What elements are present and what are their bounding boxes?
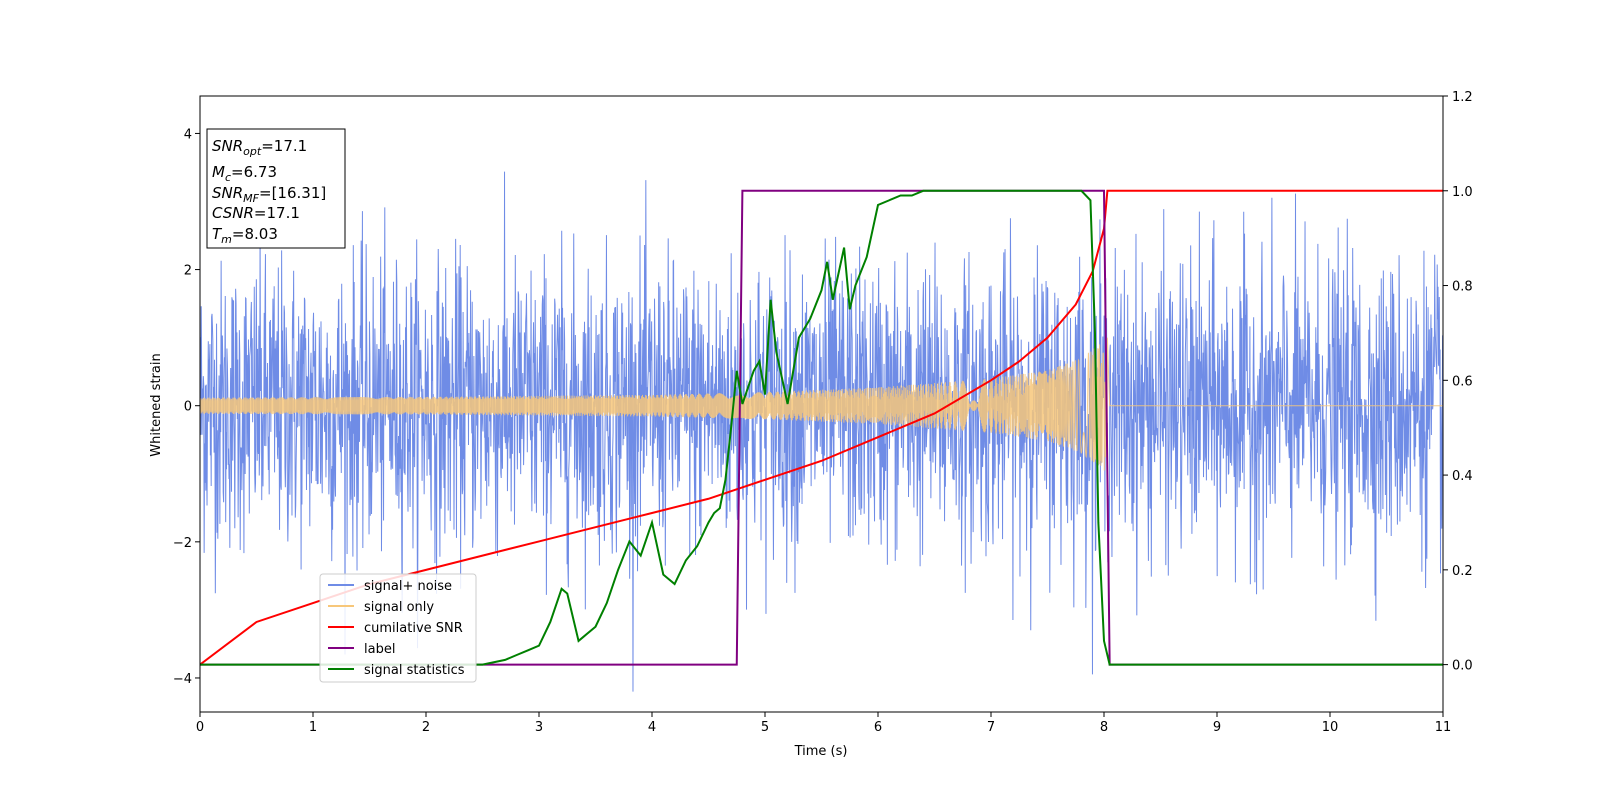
legend-label-noise: signal+ noise <box>364 579 452 594</box>
y-axis-left: −4 −2 0 2 4 <box>173 127 200 687</box>
x-tick-label: 3 <box>535 720 543 735</box>
x-tick-label: 4 <box>648 720 656 735</box>
y2-tick-label: 0.2 <box>1452 564 1473 579</box>
x-tick-label: 2 <box>422 720 430 735</box>
legend-label-signal-only: signal only <box>364 600 434 615</box>
y2-tick-label: 0.0 <box>1452 659 1473 674</box>
y2-tick-label: 0.8 <box>1452 280 1473 295</box>
x-axis-label: Time (s) <box>794 744 848 759</box>
x-tick-label: 8 <box>1100 720 1108 735</box>
x-tick-label: 11 <box>1435 720 1452 735</box>
y2-tick-label: 0.6 <box>1452 374 1473 389</box>
y2-tick-label: 0.4 <box>1452 469 1473 484</box>
x-tick-label: 10 <box>1322 720 1339 735</box>
stats-snr-mf: SNRMF=[16.31] <box>212 184 326 205</box>
x-axis: 0 1 2 3 4 5 6 7 8 9 10 11 <box>196 712 1451 735</box>
legend-label-statistics: signal statistics <box>364 663 465 678</box>
y-axis-right: 0.0 0.2 0.4 0.6 0.8 1.0 1.2 <box>1443 90 1473 674</box>
y-tick-label: 4 <box>184 127 192 142</box>
y-tick-label: −4 <box>173 672 192 687</box>
legend-label-cumulative-snr: cumilative SNR <box>364 621 463 636</box>
x-tick-label: 5 <box>761 720 769 735</box>
stats-box: SNRopt=17.1 Mc=6.73 SNRMF=[16.31] CSNR=1… <box>206 128 346 249</box>
x-tick-label: 1 <box>309 720 317 735</box>
legend: signal+ noise signal only cumilative SNR… <box>319 573 477 683</box>
stats-mc: Mc=6.73 <box>212 163 277 184</box>
y-tick-label: −2 <box>173 536 192 551</box>
y2-tick-label: 1.0 <box>1452 185 1473 200</box>
y-tick-label: 2 <box>184 264 192 279</box>
stats-snr-opt: SNRopt=17.1 <box>212 137 307 158</box>
legend-label-label: label <box>364 642 395 657</box>
signal-statistics-line <box>200 189 1443 666</box>
x-tick-label: 9 <box>1213 720 1221 735</box>
stats-tm: Tm=8.03 <box>212 225 278 246</box>
plot-frame <box>199 95 1444 713</box>
signal-only-series <box>200 337 1443 471</box>
x-tick-label: 7 <box>987 720 995 735</box>
y-tick-label: 0 <box>184 400 192 415</box>
x-tick-label: 0 <box>196 720 204 735</box>
y2-tick-label: 1.2 <box>1452 90 1473 105</box>
stats-csnr: CSNR=17.1 <box>212 204 300 222</box>
signal-only-line <box>200 337 1443 471</box>
y-axis-label: Whitened strain <box>149 353 164 456</box>
x-tick-label: 6 <box>874 720 882 735</box>
